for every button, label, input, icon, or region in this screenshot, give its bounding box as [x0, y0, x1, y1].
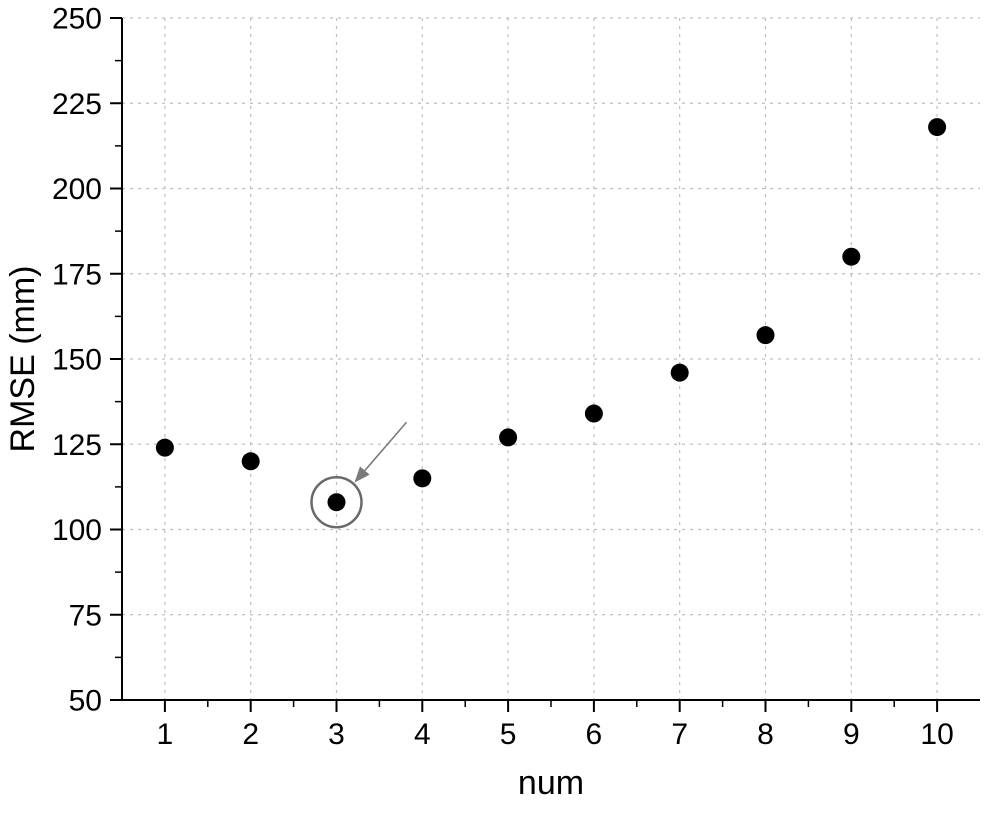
x-tick-label: 3 — [328, 718, 345, 751]
y-tick-label: 175 — [52, 258, 102, 291]
x-tick-label: 7 — [671, 718, 688, 751]
x-tick-label: 8 — [757, 718, 774, 751]
x-axis-label: num — [518, 764, 584, 802]
y-tick-label: 50 — [69, 685, 102, 718]
data-point — [671, 364, 689, 382]
data-point — [928, 118, 946, 136]
chart-svg: 1 2 3 4 5 6 7 8 9 10 50 75 100 125 150 175 200 225 250 num R… — [0, 0, 1000, 816]
x-tick-label: 10 — [920, 718, 953, 751]
data-point — [757, 326, 775, 344]
x-tick-label: 2 — [242, 718, 259, 751]
y-tick-label: 125 — [52, 429, 102, 462]
y-ticks: 50 75 100 125 150 175 200 225 250 — [52, 3, 122, 718]
x-tick-label: 6 — [586, 718, 603, 751]
data-point — [842, 248, 860, 266]
data-point — [585, 405, 603, 423]
x-tick-label: 5 — [500, 718, 517, 751]
data-point — [413, 469, 431, 487]
data-point — [499, 428, 517, 446]
y-tick-label: 150 — [52, 344, 102, 377]
data-point — [328, 493, 346, 511]
highlight-arrow — [357, 422, 407, 480]
y-tick-label: 250 — [52, 3, 102, 36]
x-tick-label: 9 — [843, 718, 860, 751]
y-axis-label: RMSE (mm) — [4, 266, 42, 453]
y-tick-label: 225 — [52, 88, 102, 121]
scatter-chart: 1 2 3 4 5 6 7 8 9 10 50 75 100 125 150 175 200 225 250 num R… — [0, 0, 1000, 816]
data-point — [156, 439, 174, 457]
y-tick-label: 100 — [52, 514, 102, 547]
grid — [122, 18, 980, 700]
x-tick-label: 4 — [414, 718, 431, 751]
y-tick-label: 75 — [69, 599, 102, 632]
data-points — [156, 118, 946, 511]
y-tick-label: 200 — [52, 173, 102, 206]
x-tick-label: 1 — [157, 718, 174, 751]
x-ticks: 1 2 3 4 5 6 7 8 9 10 — [157, 700, 954, 751]
data-point — [242, 452, 260, 470]
